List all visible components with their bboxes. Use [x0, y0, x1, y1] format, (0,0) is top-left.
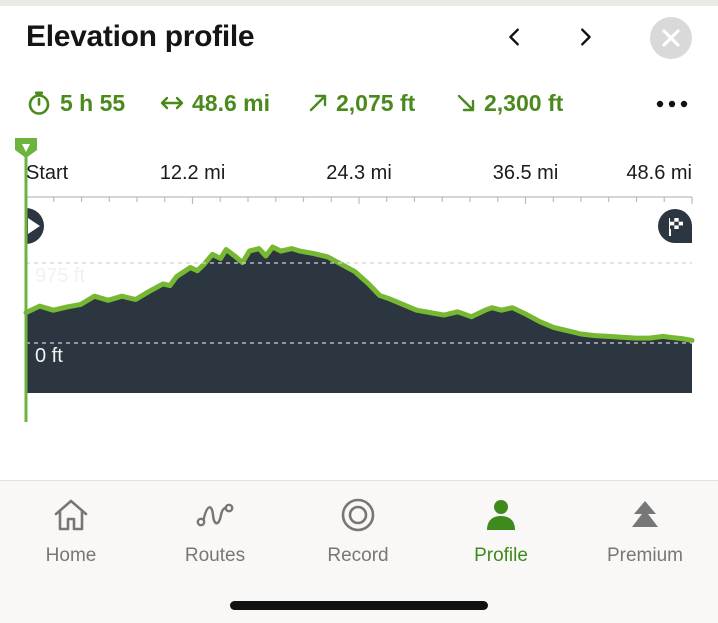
more-icon: [656, 100, 688, 108]
finish-flag-icon[interactable]: [658, 209, 692, 243]
tab-premium[interactable]: Premium: [585, 495, 705, 567]
ascent-arrow-icon: [309, 94, 327, 112]
chevron-left-icon: [509, 28, 519, 46]
y-label-975: 975 ft: [35, 265, 86, 287]
elevation-chart[interactable]: Start 12.2 mi 24.3 mi 36.5 mi 48.6 mi 975 ft…: [0, 130, 718, 430]
close-button[interactable]: [650, 17, 692, 59]
elevation-chart-svg: [15, 138, 695, 422]
stat-duration: 5 h 55: [26, 86, 125, 120]
y-label-0: 0 ft: [35, 345, 63, 367]
duration-value: 5 h 55: [60, 89, 126, 116]
elevation-line: [23, 244, 695, 343]
premium-icon: [632, 501, 658, 527]
page-title: Elevation profile: [26, 20, 255, 53]
distance-arrows-icon: [160, 96, 184, 110]
tab-profile[interactable]: Profile: [441, 495, 561, 567]
close-icon: [662, 29, 680, 47]
descent-value: 2,300 ft: [484, 89, 564, 116]
x-tick-label: 48.6 mi: [626, 162, 692, 184]
ascent-value: 2,075 ft: [336, 89, 416, 116]
tab-routes-label: Routes: [184, 545, 246, 566]
stat-distance: 48.6 mi: [160, 86, 270, 120]
record-icon: [341, 498, 375, 532]
start-flag-icon[interactable]: [26, 208, 44, 244]
elevation-area: [26, 247, 692, 393]
x-tick-label: Start: [26, 162, 69, 184]
next-button[interactable]: [570, 22, 600, 52]
tab-premium-label: Premium: [606, 545, 683, 566]
tab-record-label: Record: [327, 545, 389, 566]
home-icon: [54, 499, 88, 531]
tab-routes[interactable]: Routes: [155, 495, 275, 567]
stat-descent: 2,300 ft: [456, 86, 563, 120]
tab-home[interactable]: Home: [11, 495, 131, 567]
bottom-tab-bar: Home Routes Record Profile: [0, 480, 718, 623]
stat-ascent: 2,075 ft: [308, 86, 415, 120]
stopwatch-icon: [28, 91, 50, 115]
x-tick-label: 24.3 mi: [326, 162, 392, 184]
map-edge-strip: [0, 0, 718, 6]
more-button[interactable]: [654, 94, 690, 114]
chevron-right-icon: [581, 28, 591, 46]
tab-record[interactable]: Record: [298, 495, 418, 567]
position-marker-icon[interactable]: [15, 138, 37, 422]
previous-button[interactable]: [500, 22, 530, 52]
profile-icon: [487, 500, 515, 530]
tab-profile-label: Profile: [474, 545, 528, 566]
descent-arrow-icon: [457, 94, 475, 112]
tab-home-label: Home: [45, 545, 97, 566]
x-tick-label: 12.2 mi: [159, 162, 226, 184]
distance-value: 48.6 mi: [192, 89, 270, 116]
home-indicator: [230, 601, 488, 610]
x-tick-label: 36.5 mi: [492, 162, 559, 184]
routes-icon: [196, 503, 234, 527]
